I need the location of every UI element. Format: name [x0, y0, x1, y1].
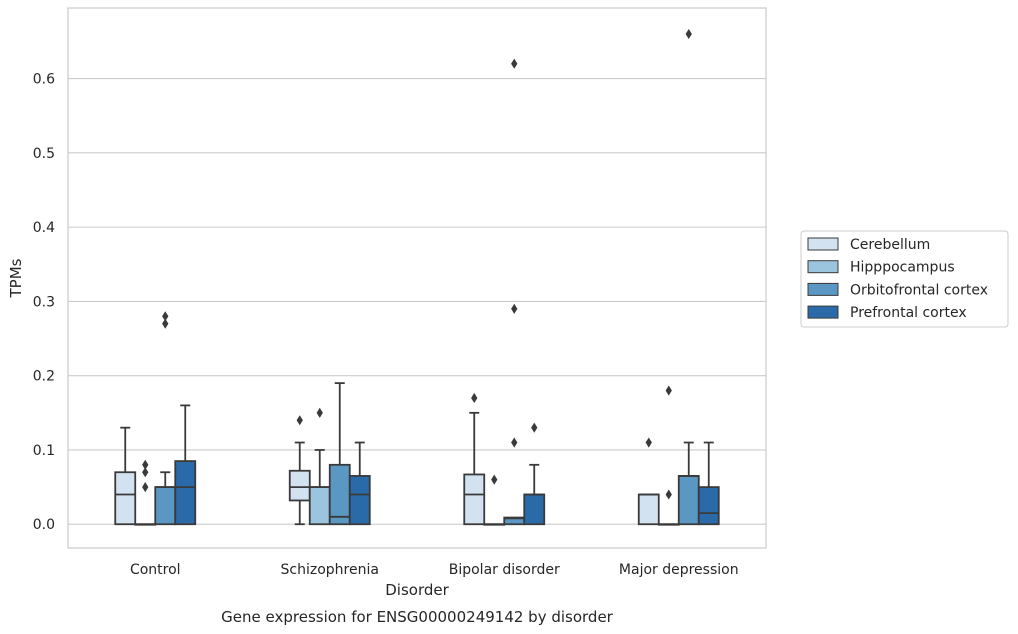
y-tick-label: 0.3: [33, 294, 55, 310]
outlier-point: [471, 392, 478, 403]
outlier-point: [665, 489, 672, 500]
box-iqr: [523, 493, 546, 526]
box-plot-marks: [114, 28, 720, 526]
outlier-point: [162, 311, 169, 322]
outlier-point: [296, 415, 303, 426]
outlier-point: [511, 58, 518, 69]
legend-swatch: [807, 237, 839, 251]
outlier-point: [142, 467, 149, 478]
legend-swatch: [807, 260, 839, 274]
box-group: [483, 474, 506, 526]
outlier-point: [685, 28, 692, 40]
box-group: [657, 385, 680, 526]
box-iqr: [637, 493, 660, 526]
box-group: [463, 392, 486, 526]
legend-label: Cerebellum: [850, 237, 930, 253]
outlier-point: [491, 474, 498, 485]
box-iqr: [677, 475, 700, 526]
chart-caption: Gene expression for ENSG00000249142 by d…: [221, 608, 614, 626]
x-tick-label: Bipolar disorder: [449, 562, 560, 578]
box-iqr: [308, 486, 331, 526]
y-tick-label: 0.6: [33, 72, 55, 88]
box-group: [134, 459, 157, 526]
box-group: [677, 28, 700, 526]
outlier-point: [531, 422, 538, 433]
box-group: [328, 382, 351, 526]
box-iqr: [174, 460, 197, 526]
legend: Cerebellum Hipppocampus Orbitofrontal cort…: [800, 230, 1009, 328]
box-iqr: [114, 471, 137, 526]
grid-lines: [68, 78, 766, 525]
box-iqr: [348, 475, 371, 526]
outlier-point: [142, 459, 149, 470]
outlier-point: [162, 318, 169, 329]
legend-label: Hipppocampus: [850, 260, 955, 276]
legend-frame: [800, 230, 1009, 328]
y-tick-label: 0.4: [33, 220, 55, 236]
box-group: [523, 422, 546, 526]
outlier-point: [645, 437, 652, 448]
box-group: [697, 441, 720, 526]
box-iqr: [328, 463, 351, 526]
box-group: [503, 58, 526, 526]
box-group: [154, 311, 177, 526]
box-group: [114, 426, 137, 526]
box-group: [288, 415, 311, 526]
box-group: [174, 404, 197, 526]
x-axis-label: Disorder: [385, 581, 449, 599]
outlier-point: [511, 303, 518, 314]
box-group: [637, 437, 660, 526]
y-tick-labels: 0.0 0.1 0.2 0.3 0.4 0.5 0.6: [33, 72, 55, 534]
box-iqr: [697, 486, 720, 526]
y-tick-label: 0.2: [33, 369, 55, 385]
y-tick-label: 0.0: [33, 517, 55, 533]
legend-swatch: [807, 282, 839, 296]
box-iqr: [463, 473, 486, 526]
plot-frame: [67, 7, 767, 549]
x-tick-label: Control: [130, 562, 181, 578]
box-group: [348, 441, 371, 526]
y-tick-label: 0.1: [33, 443, 55, 459]
box-iqr: [288, 469, 311, 502]
x-tick-label: Schizophrenia: [281, 562, 379, 578]
outlier-point: [142, 482, 149, 493]
legend-label: Prefrontal cortex: [850, 305, 967, 321]
x-tick-label: Major depression: [619, 562, 739, 578]
y-tick-label: 0.5: [33, 146, 55, 162]
y-axis-label: TPMs: [7, 258, 25, 298]
legend-label: Orbitofrontal cortex: [850, 282, 988, 298]
x-tick-labels: Control Schizophrenia Bipolar disorder Majo…: [130, 562, 739, 578]
legend-swatch: [807, 305, 839, 319]
outlier-point: [665, 385, 672, 396]
box-group: [308, 407, 331, 526]
outlier-point: [316, 407, 323, 418]
outlier-point: [511, 437, 518, 448]
box-iqr: [154, 486, 177, 526]
